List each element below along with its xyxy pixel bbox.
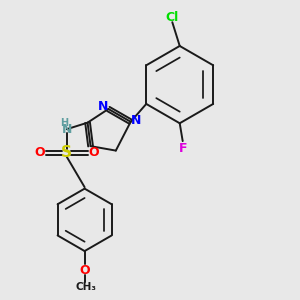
Text: F: F — [178, 142, 187, 155]
Text: S: S — [61, 146, 72, 160]
Text: O: O — [88, 146, 99, 160]
Text: O: O — [35, 146, 45, 160]
Text: Cl: Cl — [166, 11, 179, 24]
Text: H: H — [60, 118, 68, 128]
Text: CH₃: CH₃ — [75, 282, 96, 292]
Text: N: N — [131, 114, 141, 127]
Text: N: N — [61, 123, 72, 136]
Text: N: N — [98, 100, 108, 113]
Text: O: O — [79, 264, 90, 277]
